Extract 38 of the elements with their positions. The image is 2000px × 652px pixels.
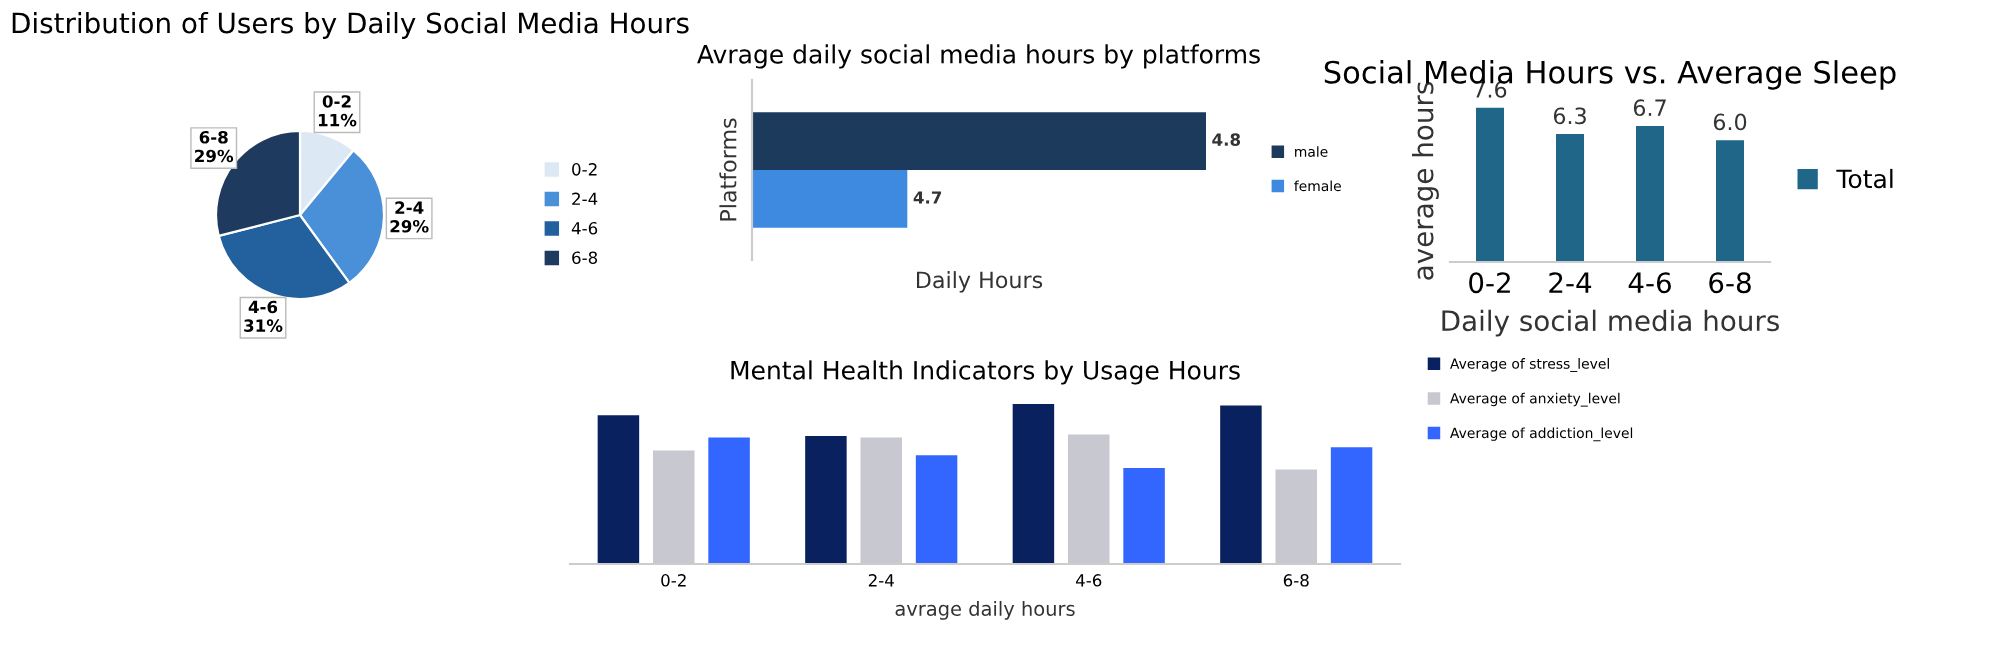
legend-label: 4-6: [571, 221, 598, 235]
x-tick-label: 2-4: [868, 574, 894, 587]
x-tick-label: 4-6: [1628, 272, 1671, 294]
x-axis-title: Daily Hours: [916, 271, 1043, 293]
legend-label: 2-4: [572, 192, 598, 205]
legend-label: 0-2: [572, 163, 597, 176]
legend-label: Total: [1836, 168, 1893, 189]
data-label: 4.7: [913, 191, 942, 204]
chart-title: Avrage daily social media hours by platforms: [697, 44, 1260, 69]
data-label: 6.3: [1553, 107, 1586, 125]
data-label: 6-8 29%: [195, 130, 234, 163]
bar: [1012, 404, 1055, 564]
bar: [597, 415, 640, 564]
legend-label: 6-8: [572, 251, 598, 265]
chart-title: Distribution of Users by Daily Social Media Hours: [12, 12, 689, 39]
x-tick-label: 6-8: [1709, 272, 1751, 294]
data-label: 2-4 29%: [390, 201, 429, 233]
data-label: 4-6 31%: [244, 300, 283, 332]
x-axis-title: Daily social media hours: [1442, 309, 1779, 337]
chart-title: Mental Health Indicators by Usage Hours: [731, 360, 1240, 385]
bar: [1220, 405, 1262, 564]
bar: [1330, 447, 1373, 564]
data-label: 0-2 11%: [318, 95, 357, 127]
x-tick-label: 2-4: [1549, 272, 1592, 293]
y-axis-title: average hours: [1412, 82, 1439, 280]
x-tick-label: 6-8: [1283, 574, 1309, 587]
bar: [805, 436, 847, 564]
x-axis-title: avrage daily hours: [895, 600, 1075, 620]
x-tick-label: 4-6: [1075, 574, 1102, 587]
bar: [915, 455, 958, 564]
data-label: 6.7: [1633, 99, 1666, 117]
x-tick-label: 0-2: [1469, 272, 1510, 294]
bar: [708, 437, 750, 564]
data-label: 6.0: [1713, 113, 1747, 131]
bar: [1123, 468, 1165, 564]
x-tick-label: 0-2: [661, 574, 686, 587]
data-label: 4.8: [1212, 133, 1241, 146]
y-axis-title: Platforms: [719, 118, 737, 221]
